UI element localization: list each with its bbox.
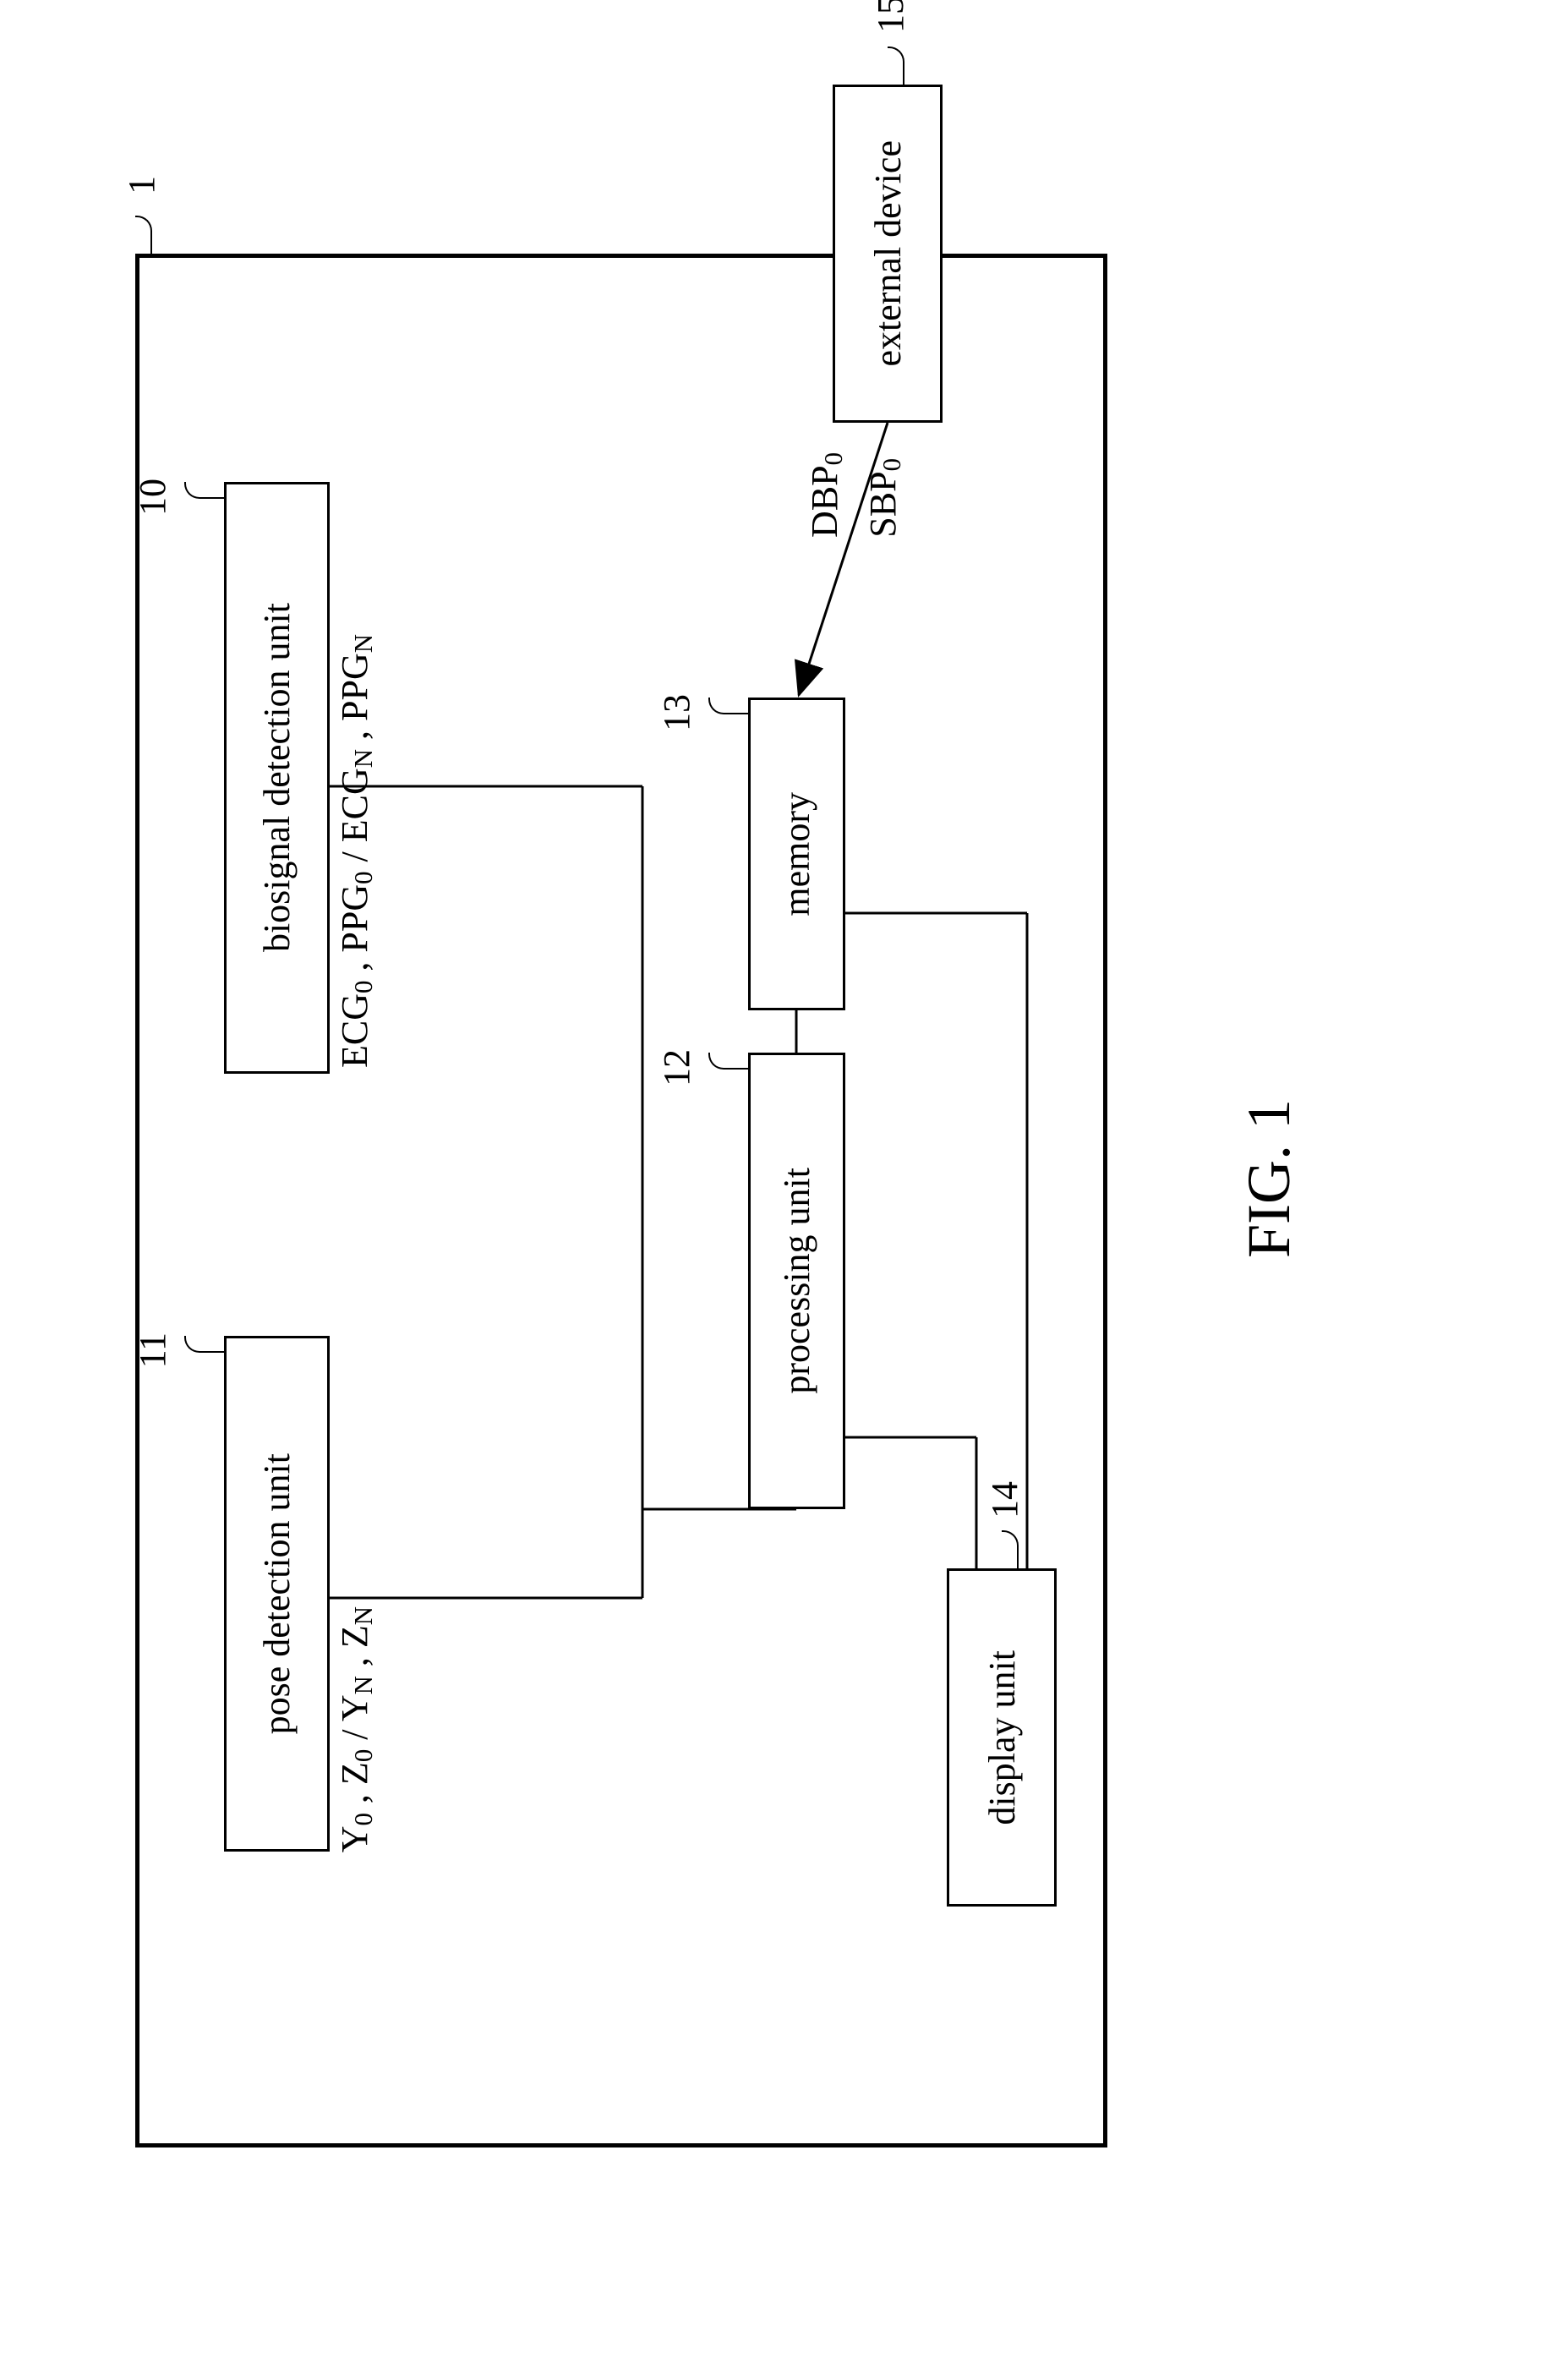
- leader-outer: [135, 216, 152, 254]
- ref-processing: 12: [655, 1049, 698, 1086]
- leader-external: [888, 47, 904, 85]
- ref-memory: 13: [655, 694, 698, 731]
- processing-unit-label: processing unit: [775, 1168, 818, 1394]
- ref-external: 15: [869, 0, 912, 33]
- ref-biosignal: 10: [131, 479, 174, 516]
- figure-caption: FIG. 1: [1234, 1099, 1304, 1273]
- signal-yz: Y0 , Z0 / YN , ZN: [333, 1606, 379, 1852]
- ref-display: 14: [983, 1481, 1026, 1518]
- ref-outer: 1: [120, 176, 163, 194]
- pose-detection-box: pose detection unit: [224, 1336, 330, 1852]
- display-unit-box: display unit: [947, 1568, 1057, 1907]
- signal-dbp-sbp: DBP0 SBP0: [803, 452, 907, 547]
- external-device-box: external device: [833, 85, 943, 423]
- pose-detection-label: pose detection unit: [255, 1453, 298, 1734]
- biosignal-detection-box: biosignal detection unit: [224, 482, 330, 1074]
- ref-pose: 11: [131, 1332, 174, 1368]
- memory-label: memory: [775, 792, 818, 916]
- external-device-label: external device: [866, 140, 910, 367]
- signal-ecg-ppg: ECG0 , PPG0 / ECGN , PPGN: [333, 634, 379, 1068]
- biosignal-detection-label: biosignal detection unit: [255, 603, 298, 952]
- display-unit-label: display unit: [981, 1650, 1024, 1825]
- memory-box: memory: [748, 698, 845, 1010]
- processing-unit-box: processing unit: [748, 1053, 845, 1509]
